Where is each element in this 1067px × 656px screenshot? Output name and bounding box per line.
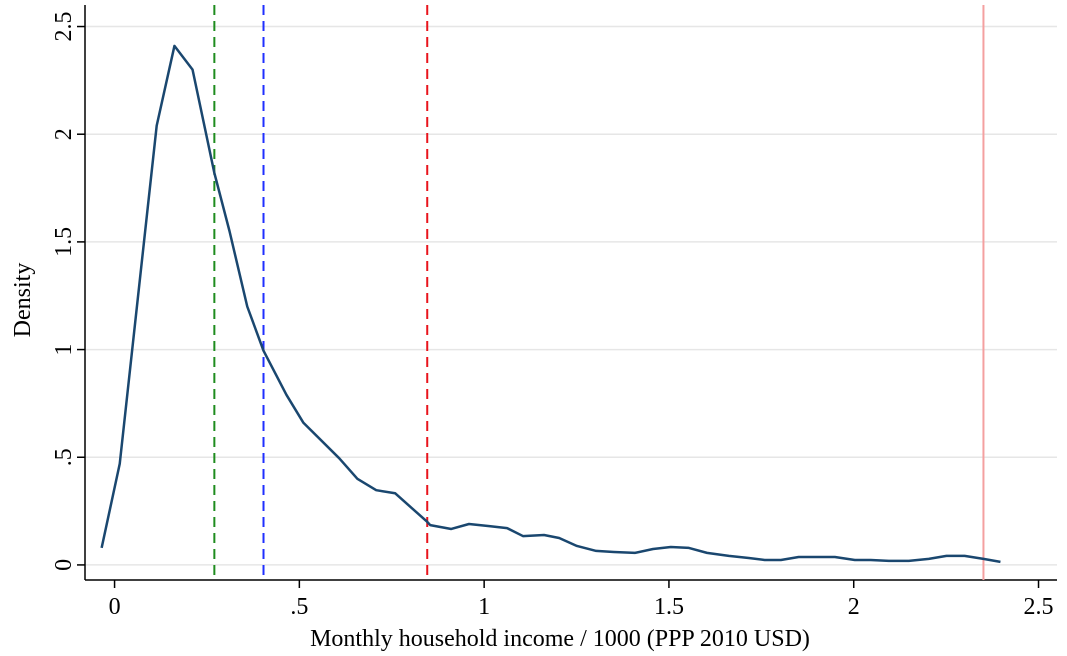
x-tick-label: 1 [478,594,490,620]
y-axis-title: Density [10,263,36,338]
x-tick-label: 1.5 [654,594,684,620]
y-tick-label: 0 [51,559,77,571]
y-tick-label: 1 [51,344,77,356]
x-tick-label: 2.5 [1024,594,1054,620]
x-tick-label: .5 [290,594,308,620]
x-axis-title: Monthly household income / 1000 (PPP 201… [310,626,810,652]
y-tick-label: 1.5 [51,227,77,257]
y-tick-label: .5 [51,448,77,466]
x-tick-label: 0 [109,594,121,620]
y-tick-label: 2.5 [51,12,77,42]
y-tick-label: 2 [51,128,77,140]
x-tick-label: 2 [848,594,860,620]
density-line [100,44,1001,564]
